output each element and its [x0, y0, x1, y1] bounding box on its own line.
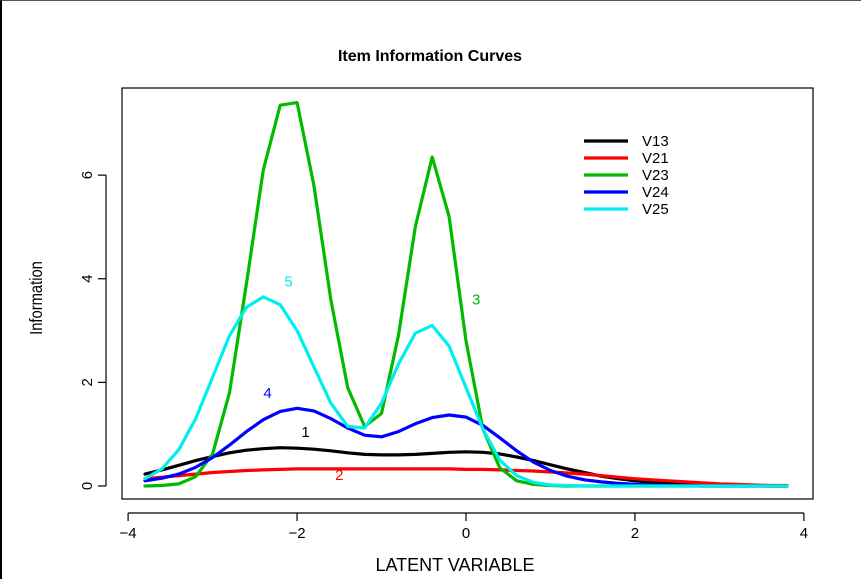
series-line-v23 [143, 100, 789, 488]
x-tick-label: −2 [288, 525, 305, 542]
curve-label-v25: 5 [284, 274, 292, 291]
x-tick-label: −4 [120, 525, 137, 542]
series-line-v21 [143, 467, 789, 488]
y-tick-label: 6 [79, 171, 96, 179]
plot-box [121, 87, 814, 500]
series-line-v13 [143, 446, 789, 488]
legend-label-v23: V23 [642, 167, 669, 184]
series-line-v25 [143, 295, 789, 488]
curve-label-v24: 4 [263, 385, 271, 402]
x-tick-label: 0 [462, 525, 470, 542]
legend-label-v13: V13 [642, 133, 669, 150]
legend-label-v25: V25 [642, 201, 669, 218]
legend-label-v21: V21 [642, 150, 669, 167]
chart-title: Item Information Curves [338, 48, 522, 65]
series-line-v24 [143, 406, 789, 488]
legend-label-v24: V24 [642, 184, 669, 201]
y-tick-label: 0 [79, 482, 96, 490]
curve-label-v13: 1 [301, 424, 309, 441]
curve-label-v21: 2 [335, 467, 343, 484]
y-axis-label: Information [27, 261, 47, 335]
y-tick-label: 4 [79, 275, 96, 283]
x-axis-label: LATENT VARIABLE [375, 555, 534, 575]
x-tick-label: 2 [631, 525, 639, 542]
y-tick-label: 2 [79, 378, 96, 386]
x-tick-label: 4 [800, 525, 808, 542]
curve-label-v23: 3 [472, 292, 480, 309]
